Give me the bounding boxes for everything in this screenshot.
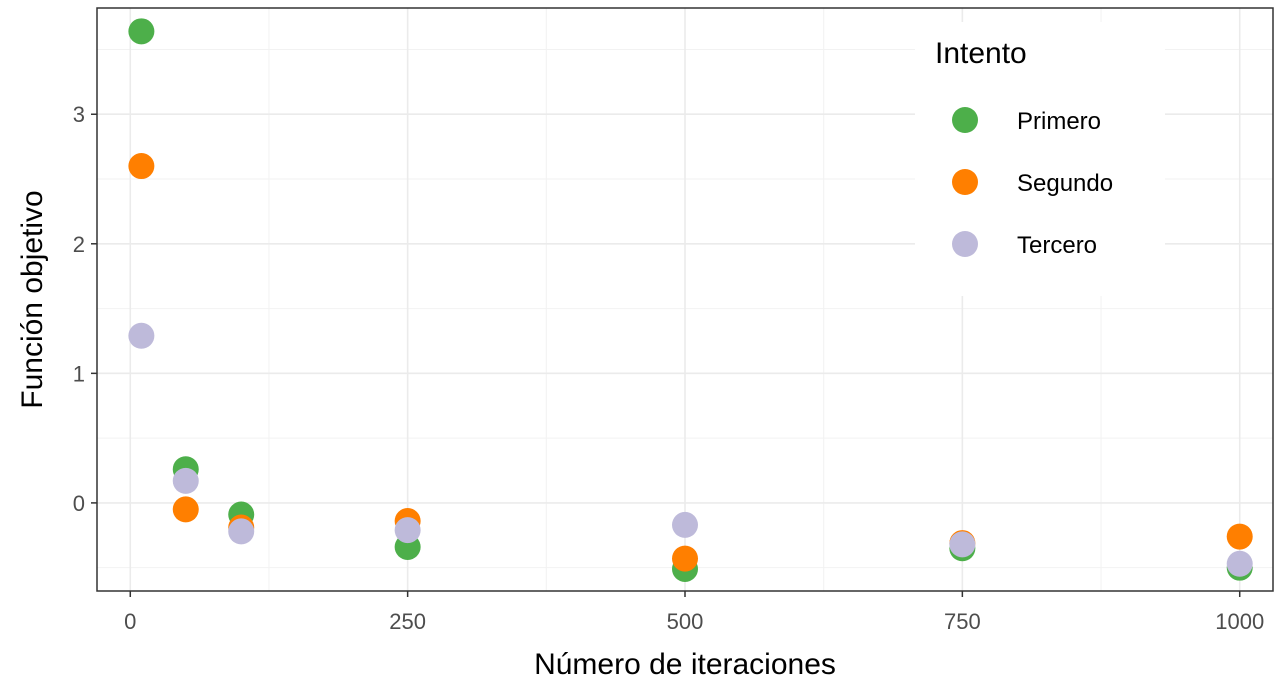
legend-key: [952, 107, 978, 133]
data-point: [949, 531, 976, 558]
data-point: [172, 467, 199, 494]
x-tick-label: 1000: [1215, 609, 1264, 634]
legend-key: [952, 169, 978, 195]
y-tick-label: 2: [73, 232, 85, 257]
legend-label: Segundo: [1017, 170, 1113, 197]
data-point: [1226, 550, 1253, 577]
axis-ticks: 0 250 500 750 1000 0 1 2 3: [73, 102, 1264, 634]
x-tick-label: 250: [389, 609, 426, 634]
data-point: [128, 322, 155, 349]
data-point: [128, 153, 155, 180]
y-tick-label: 1: [73, 361, 85, 386]
x-tick-label: 500: [667, 609, 704, 634]
y-tick-label: 3: [73, 102, 85, 127]
data-points: [128, 18, 1253, 582]
data-point: [128, 18, 155, 45]
x-tick-label: 0: [124, 609, 136, 634]
data-point: [672, 511, 698, 538]
data-point: [228, 518, 255, 545]
y-tick-label: 0: [73, 491, 85, 516]
data-point: [172, 496, 199, 523]
legend-title: Intento: [935, 37, 1027, 70]
legend-key: [952, 231, 978, 257]
data-point: [394, 517, 421, 544]
grid: [97, 8, 1273, 591]
legend-label: Tercero: [1017, 232, 1097, 259]
x-axis-title: Número de iteraciones: [534, 648, 836, 681]
legend-items: Primero Segundo Tercero: [952, 107, 1113, 259]
legend-label: Primero: [1017, 108, 1101, 135]
data-point: [1226, 523, 1253, 550]
legend: Intento Primero Segundo Tercero: [915, 22, 1165, 296]
data-point: [672, 545, 698, 572]
y-axis-title: Función objetivo: [16, 190, 49, 408]
x-tick-label: 750: [944, 609, 981, 634]
